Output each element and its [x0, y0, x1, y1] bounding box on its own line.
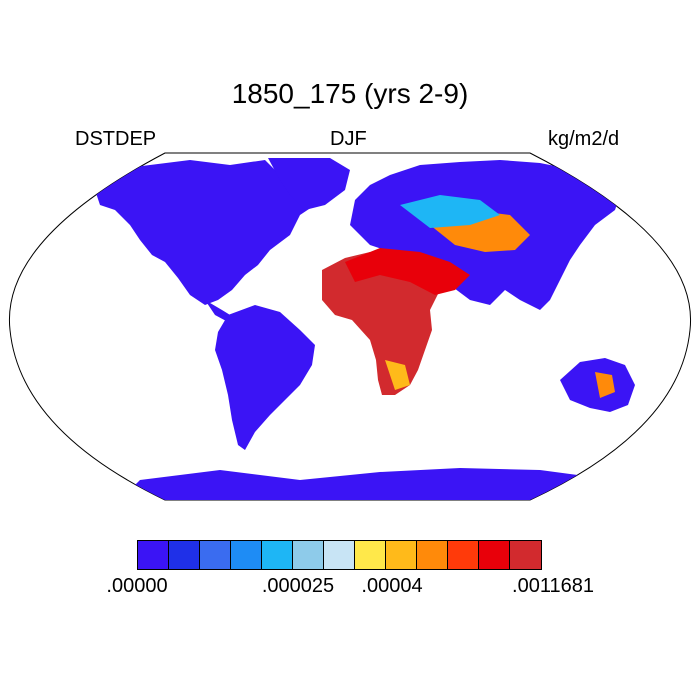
colorbar-swatch [200, 541, 231, 569]
australia-plume [595, 372, 615, 398]
colorbar-label: .000025 [261, 575, 335, 597]
north-america [95, 160, 330, 305]
variable-label: DSTDEP [75, 128, 157, 150]
sahara-arabia-plume [345, 248, 470, 295]
map-title: 1850_175 (yrs 2-9) [231, 78, 469, 109]
africa-south-edge [385, 360, 410, 390]
colorbar-swatch [138, 541, 169, 569]
antarctica [120, 468, 620, 500]
africa [322, 252, 440, 395]
asia-light [400, 195, 500, 228]
colorbar-swatch [448, 541, 479, 569]
colorbar-swatch [324, 541, 355, 569]
colorbar-swatch [169, 541, 200, 569]
colorbar-swatch [510, 541, 541, 569]
south-america [215, 305, 315, 450]
colorbar-swatch [262, 541, 293, 569]
colorbar-label: .00004 [361, 575, 423, 597]
colorbar [137, 540, 542, 570]
greenland [268, 158, 350, 210]
season-label: DJF [330, 128, 367, 150]
colorbar-swatch [293, 541, 324, 569]
colorbar-swatch [386, 541, 417, 569]
colorbar-swatch [417, 541, 448, 569]
units-label: kg/m2/d [548, 128, 620, 150]
colorbar-swatch [355, 541, 386, 569]
colorbar-swatch [231, 541, 262, 569]
colorbar-label: .0011681 [512, 575, 594, 597]
colorbar-label: .00000 [106, 575, 168, 597]
colorbar-swatch [479, 541, 510, 569]
